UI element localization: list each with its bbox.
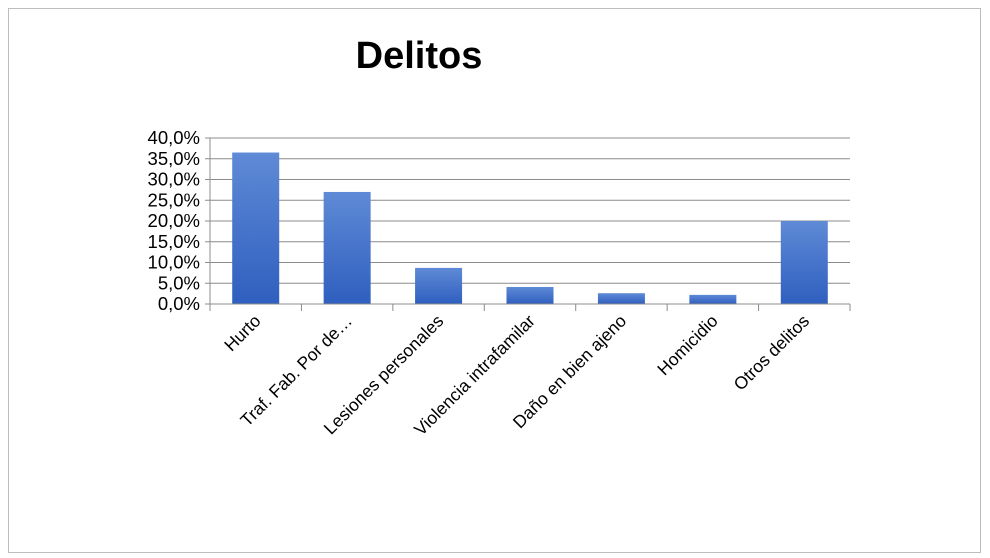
bar [597, 293, 645, 304]
x-tick-label: Otros delitos [730, 311, 814, 395]
y-tick-labels: 0,0%5,0%10,0%15,0%20,0%25,0%30,0%35,0%40… [148, 127, 200, 314]
gridlines [205, 137, 850, 305]
chart-title: Delitos [356, 35, 483, 77]
y-tick-label: 30,0% [148, 169, 200, 190]
x-tick-label: Homicidio [653, 311, 721, 379]
bars [232, 152, 828, 304]
y-tick-label: 25,0% [148, 189, 200, 210]
bar [689, 294, 737, 304]
y-tick-label: 10,0% [148, 252, 200, 273]
y-tick-label: 40,0% [148, 127, 200, 148]
bar [323, 191, 371, 304]
y-tick-label: 35,0% [148, 148, 200, 169]
y-tick-label: 5,0% [158, 272, 200, 293]
bar [232, 152, 280, 304]
y-tick-label: 20,0% [148, 210, 200, 231]
bar [415, 267, 463, 304]
y-tick-label: 0,0% [158, 293, 200, 314]
x-tick-label: Hurto [220, 311, 264, 355]
bar [780, 221, 828, 304]
y-tick-label: 15,0% [148, 231, 200, 252]
bar [506, 286, 554, 304]
axes [209, 138, 851, 311]
